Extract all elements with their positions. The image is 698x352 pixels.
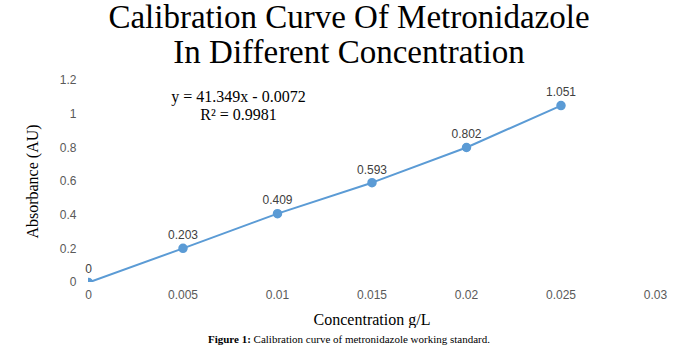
svg-text:0: 0: [85, 262, 92, 276]
svg-text:1: 1: [70, 107, 77, 121]
svg-text:0.8: 0.8: [60, 141, 77, 155]
svg-text:0.4: 0.4: [60, 208, 77, 222]
svg-text:0.015: 0.015: [357, 288, 387, 302]
svg-text:Concentration g/L: Concentration g/L: [314, 311, 431, 329]
svg-text:0: 0: [70, 275, 77, 289]
svg-text:0.03: 0.03: [644, 288, 668, 302]
svg-text:0.203: 0.203: [168, 228, 198, 242]
svg-text:0.005: 0.005: [168, 288, 198, 302]
svg-text:Absorbance (AU): Absorbance (AU): [24, 124, 42, 238]
svg-text:1.2: 1.2: [60, 73, 77, 87]
svg-text:0: 0: [85, 288, 92, 302]
svg-text:1.051: 1.051: [546, 85, 576, 99]
svg-text:0.02: 0.02: [455, 288, 479, 302]
svg-text:0.409: 0.409: [262, 193, 292, 207]
svg-text:0.01: 0.01: [266, 288, 290, 302]
svg-text:y = 41.349x - 0.0072: y = 41.349x - 0.0072: [171, 88, 305, 106]
svg-text:0.593: 0.593: [357, 163, 387, 177]
svg-text:0.802: 0.802: [451, 127, 481, 141]
svg-text:0.2: 0.2: [60, 242, 77, 256]
svg-text:R² = 0.9981: R² = 0.9981: [200, 106, 277, 123]
html-text:Figure 1: Calibration curve of: Figure 1: Calibration curve of metronida…: [208, 333, 490, 345]
svg-text:0.6: 0.6: [60, 174, 77, 188]
svg-text:0.025: 0.025: [546, 288, 576, 302]
html-text:Calibration Curve Of Metronida: Calibration Curve Of Metronidazole In Di…: [108, 0, 590, 70]
